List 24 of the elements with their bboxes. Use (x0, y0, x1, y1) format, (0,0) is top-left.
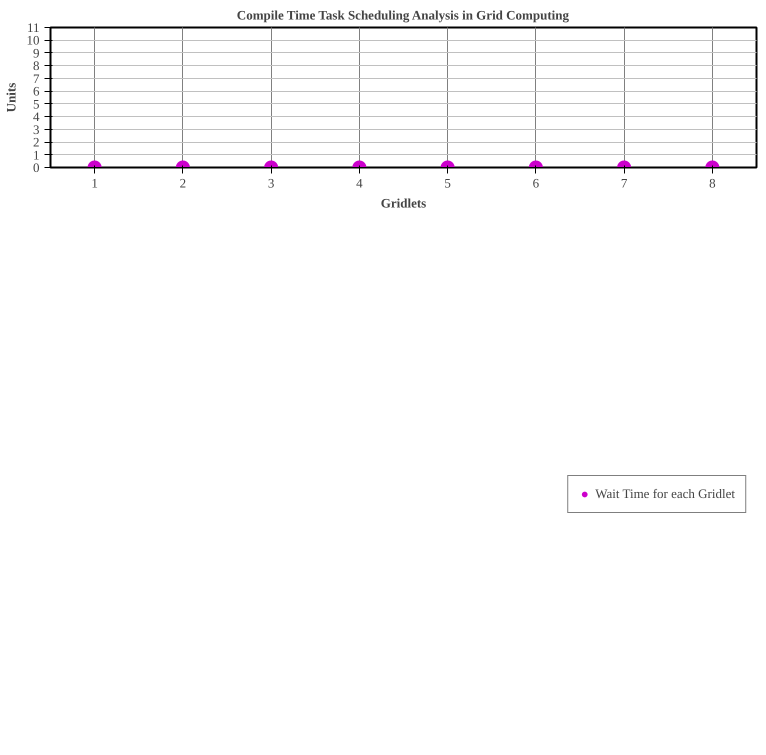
y-tick-label: 5 (33, 96, 40, 112)
y-tick-label: 7 (33, 70, 40, 86)
x-tick-label: 4 (356, 176, 364, 190)
y-tick-label: 0 (33, 160, 40, 175)
y-axis-title: Units (4, 82, 18, 112)
legend-label: Wait Time for each Gridlet (595, 486, 735, 502)
y-tick-label: 6 (33, 84, 40, 99)
y-tick-label: 10 (26, 32, 40, 48)
y-tick-label: 2 (33, 134, 40, 150)
y-tick-label: 3 (33, 122, 40, 137)
chart-title: Compile Time Task Scheduling Analysis in Grid Computing (236, 8, 570, 22)
x-tick-label: 1 (91, 176, 98, 190)
x-tick-label: 3 (268, 176, 274, 190)
x-axis-title: Gridlets (380, 196, 426, 210)
x-tick-label: 5 (444, 176, 451, 190)
x-tick-label: 7 (620, 176, 628, 190)
y-tick-label: 8 (33, 58, 40, 74)
y-tick-label: 1 (33, 147, 40, 162)
x-tick-label: 8 (709, 176, 716, 190)
y-tick-label: 11 (26, 20, 40, 35)
x-tick-label: 6 (532, 176, 540, 190)
y-tick-label: 4 (33, 109, 40, 124)
y-tick-label: 9 (33, 45, 40, 60)
x-tick-label: 2 (180, 176, 186, 190)
